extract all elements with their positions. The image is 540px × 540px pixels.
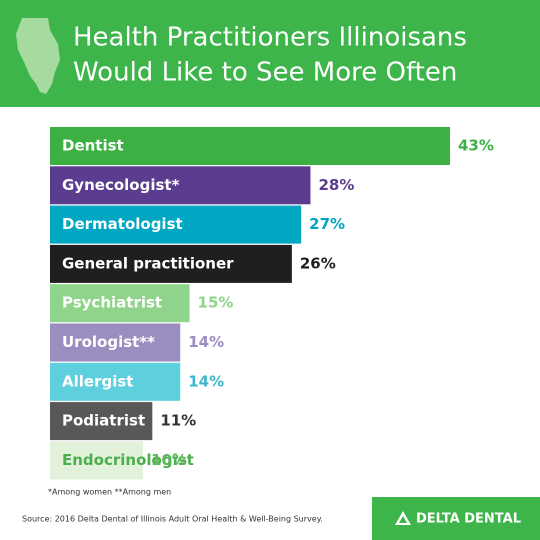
bar — [50, 402, 153, 441]
bar — [50, 323, 181, 362]
bar — [50, 244, 292, 283]
value-label: 11% — [160, 412, 196, 430]
value-label: 15% — [198, 294, 234, 312]
category-label: Psychiatrist — [62, 294, 162, 312]
bar — [50, 441, 144, 480]
value-label: 27% — [309, 215, 345, 233]
bar — [50, 362, 181, 401]
category-label: Urologist** — [62, 333, 155, 351]
logo-icon — [395, 511, 411, 525]
title-line: Would Like to See More Often — [73, 58, 457, 88]
bar — [50, 127, 450, 165]
category-label: Allergist — [62, 372, 133, 390]
bar — [50, 166, 311, 205]
bar — [50, 284, 190, 323]
category-label: Dermatologist — [62, 215, 183, 233]
bars: Dentist 43% Gynecologist* 28% Dermatologist 2… — [50, 127, 494, 480]
category-label: Podiatrist — [62, 412, 145, 430]
footnote: *Among women **Among men — [48, 488, 171, 497]
logo-text: DELTA DENTAL — [416, 512, 521, 527]
illinois-shape — [16, 18, 60, 94]
category-label: General practitioner — [62, 254, 234, 272]
value-label: 10% — [151, 451, 187, 469]
value-label: 26% — [300, 254, 336, 272]
source: Source: 2016 Delta Dental of Illinois Ad… — [22, 515, 323, 524]
value-label: 14% — [188, 372, 224, 390]
header-band — [0, 0, 540, 107]
title-line: Health Practitioners Illinoisans — [73, 23, 467, 53]
value-label: 14% — [188, 333, 224, 351]
bar — [50, 205, 302, 244]
category-label: Gynecologist* — [62, 176, 180, 194]
category-label: Dentist — [62, 137, 124, 155]
value-label: 28% — [318, 176, 354, 194]
category-label: Endocrinologist — [62, 451, 194, 469]
value-label: 43% — [458, 137, 494, 155]
